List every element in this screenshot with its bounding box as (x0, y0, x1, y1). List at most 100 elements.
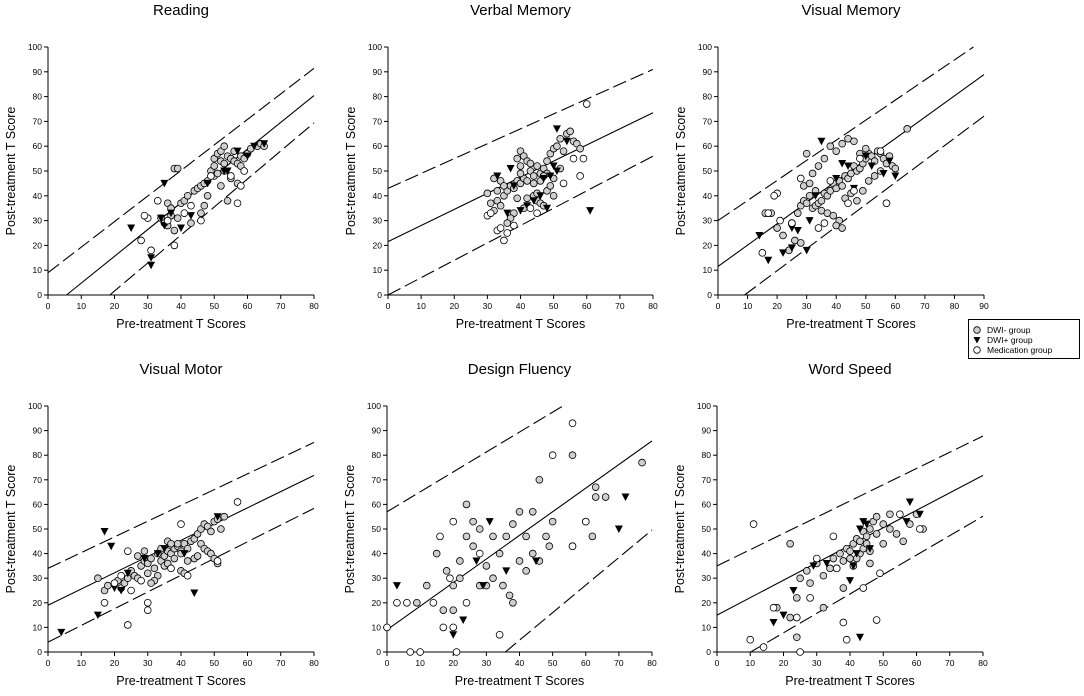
chart-title-verbal-memory: Verbal Memory (470, 2, 571, 19)
point-dwi-group (260, 140, 269, 148)
y-tick-label: 0 (37, 290, 42, 300)
y-tick-label: 80 (372, 450, 382, 460)
point-dwi-group (513, 194, 521, 203)
point-dwi-group (160, 179, 169, 188)
point-dwi-group (819, 571, 828, 580)
point-dwi-group (839, 557, 848, 565)
point-dwi-group (516, 169, 525, 178)
point-dwi-group (529, 197, 538, 205)
x-tick-label: 50 (879, 658, 889, 668)
point-dwi-group (223, 167, 232, 175)
point-medication-group (233, 199, 242, 208)
y-tick-label: 100 (28, 42, 42, 52)
point-dwi-group (469, 542, 477, 551)
y-tick-label: 70 (703, 116, 713, 126)
point-medication-group (237, 182, 245, 190)
point-dwi-group (449, 606, 458, 614)
point-dwi-group (475, 525, 484, 533)
upper-bound-line-design-fluency (386, 405, 564, 513)
point-dwi-group (499, 581, 507, 590)
point-dwi-group (167, 209, 176, 218)
point-dwi-group (891, 172, 900, 180)
point-dwi-group (796, 239, 805, 247)
point-medication-group (170, 241, 179, 250)
point-dwi-group (516, 162, 525, 170)
y-tick-label: 80 (703, 92, 713, 102)
point-dwi-group (786, 613, 794, 622)
chart-title-reading: Reading (153, 2, 209, 19)
y-tick-label: 100 (368, 42, 382, 52)
point-dwi-group (846, 577, 854, 585)
point-dwi-group (832, 147, 841, 155)
point-dwi-group (867, 162, 876, 171)
point-medication-group (758, 249, 767, 257)
point-dwi-group (217, 182, 225, 190)
point-dwi-group (886, 510, 894, 519)
point-dwi-group (838, 160, 847, 168)
point-dwi-group (462, 532, 471, 541)
point-dwi-group (203, 179, 212, 188)
y-tick-label: 80 (33, 92, 43, 102)
point-dwi-group (528, 507, 537, 516)
x-tick-label: 50 (549, 301, 559, 311)
point-dwi-group (862, 520, 871, 529)
y-tick-label: 30 (33, 573, 43, 583)
point-dwi-group (456, 574, 464, 582)
point-dwi-group (170, 226, 179, 235)
x-axis-label-visual-memory: Pre-treatment T Scores (786, 317, 915, 331)
point-dwi-group (217, 525, 225, 533)
point-dwi-group (839, 584, 848, 592)
point-medication-group (462, 598, 471, 607)
y-tick-label: 50 (33, 166, 43, 176)
point-dwi-group (213, 513, 222, 521)
point-medication-group (581, 517, 590, 526)
point-dwi-group (522, 567, 530, 575)
x-tick-label: 50 (210, 658, 220, 668)
point-dwi-group (787, 244, 796, 252)
point-medication-group (137, 576, 145, 585)
point-medication-group (764, 209, 773, 217)
point-dwi-group (796, 574, 804, 582)
point-dwi-group (553, 142, 561, 151)
point-dwi-group (832, 174, 841, 183)
y-tick-label: 50 (703, 166, 713, 176)
point-medication-group (820, 219, 829, 227)
legend-marker-black-triangle-icon (973, 337, 981, 344)
legend-entry-dwi-plus: DWI+ group (973, 334, 1033, 346)
point-dwi-group (773, 224, 781, 232)
point-medication-group (839, 618, 848, 627)
point-dwi-group (779, 249, 788, 257)
point-medication-group (429, 598, 438, 607)
point-dwi-group (809, 562, 818, 570)
point-dwi-group (852, 550, 861, 558)
point-dwi-group (879, 520, 888, 528)
x-tick-label: 10 (746, 658, 756, 668)
y-tick-label: 10 (373, 265, 383, 275)
x-tick-label: 40 (515, 658, 525, 668)
point-medication-group (759, 643, 768, 651)
point-dwi-group (449, 631, 458, 639)
lower-bound-line-verbal-memory (387, 155, 654, 296)
point-dwi-group (213, 169, 222, 178)
point-medication-group (796, 648, 804, 656)
x-tick-label: 80 (309, 301, 319, 311)
point-dwi-group (160, 545, 169, 553)
y-tick-label: 60 (372, 499, 382, 509)
x-tick-label: 50 (548, 658, 558, 668)
point-dwi-group (233, 147, 242, 156)
point-dwi-group (802, 149, 811, 158)
lower-bound-line-design-fluency (504, 529, 653, 653)
point-dwi-group (100, 527, 109, 536)
point-medication-group (207, 172, 215, 180)
x-axis-label-visual-motor: Pre-treatment T Scores (116, 674, 245, 688)
point-dwi-group (861, 152, 870, 161)
point-dwi-group (177, 224, 185, 233)
point-dwi-group (872, 512, 881, 521)
y-axis-label-word-speed: Post-treatment T Score (673, 465, 687, 594)
y-tick-label: 60 (33, 141, 43, 151)
y-tick-label: 60 (373, 141, 383, 151)
chart-title-word-speed: Word Speed (808, 361, 891, 378)
point-dwi-group (506, 165, 515, 173)
x-tick-label: 70 (615, 301, 625, 311)
